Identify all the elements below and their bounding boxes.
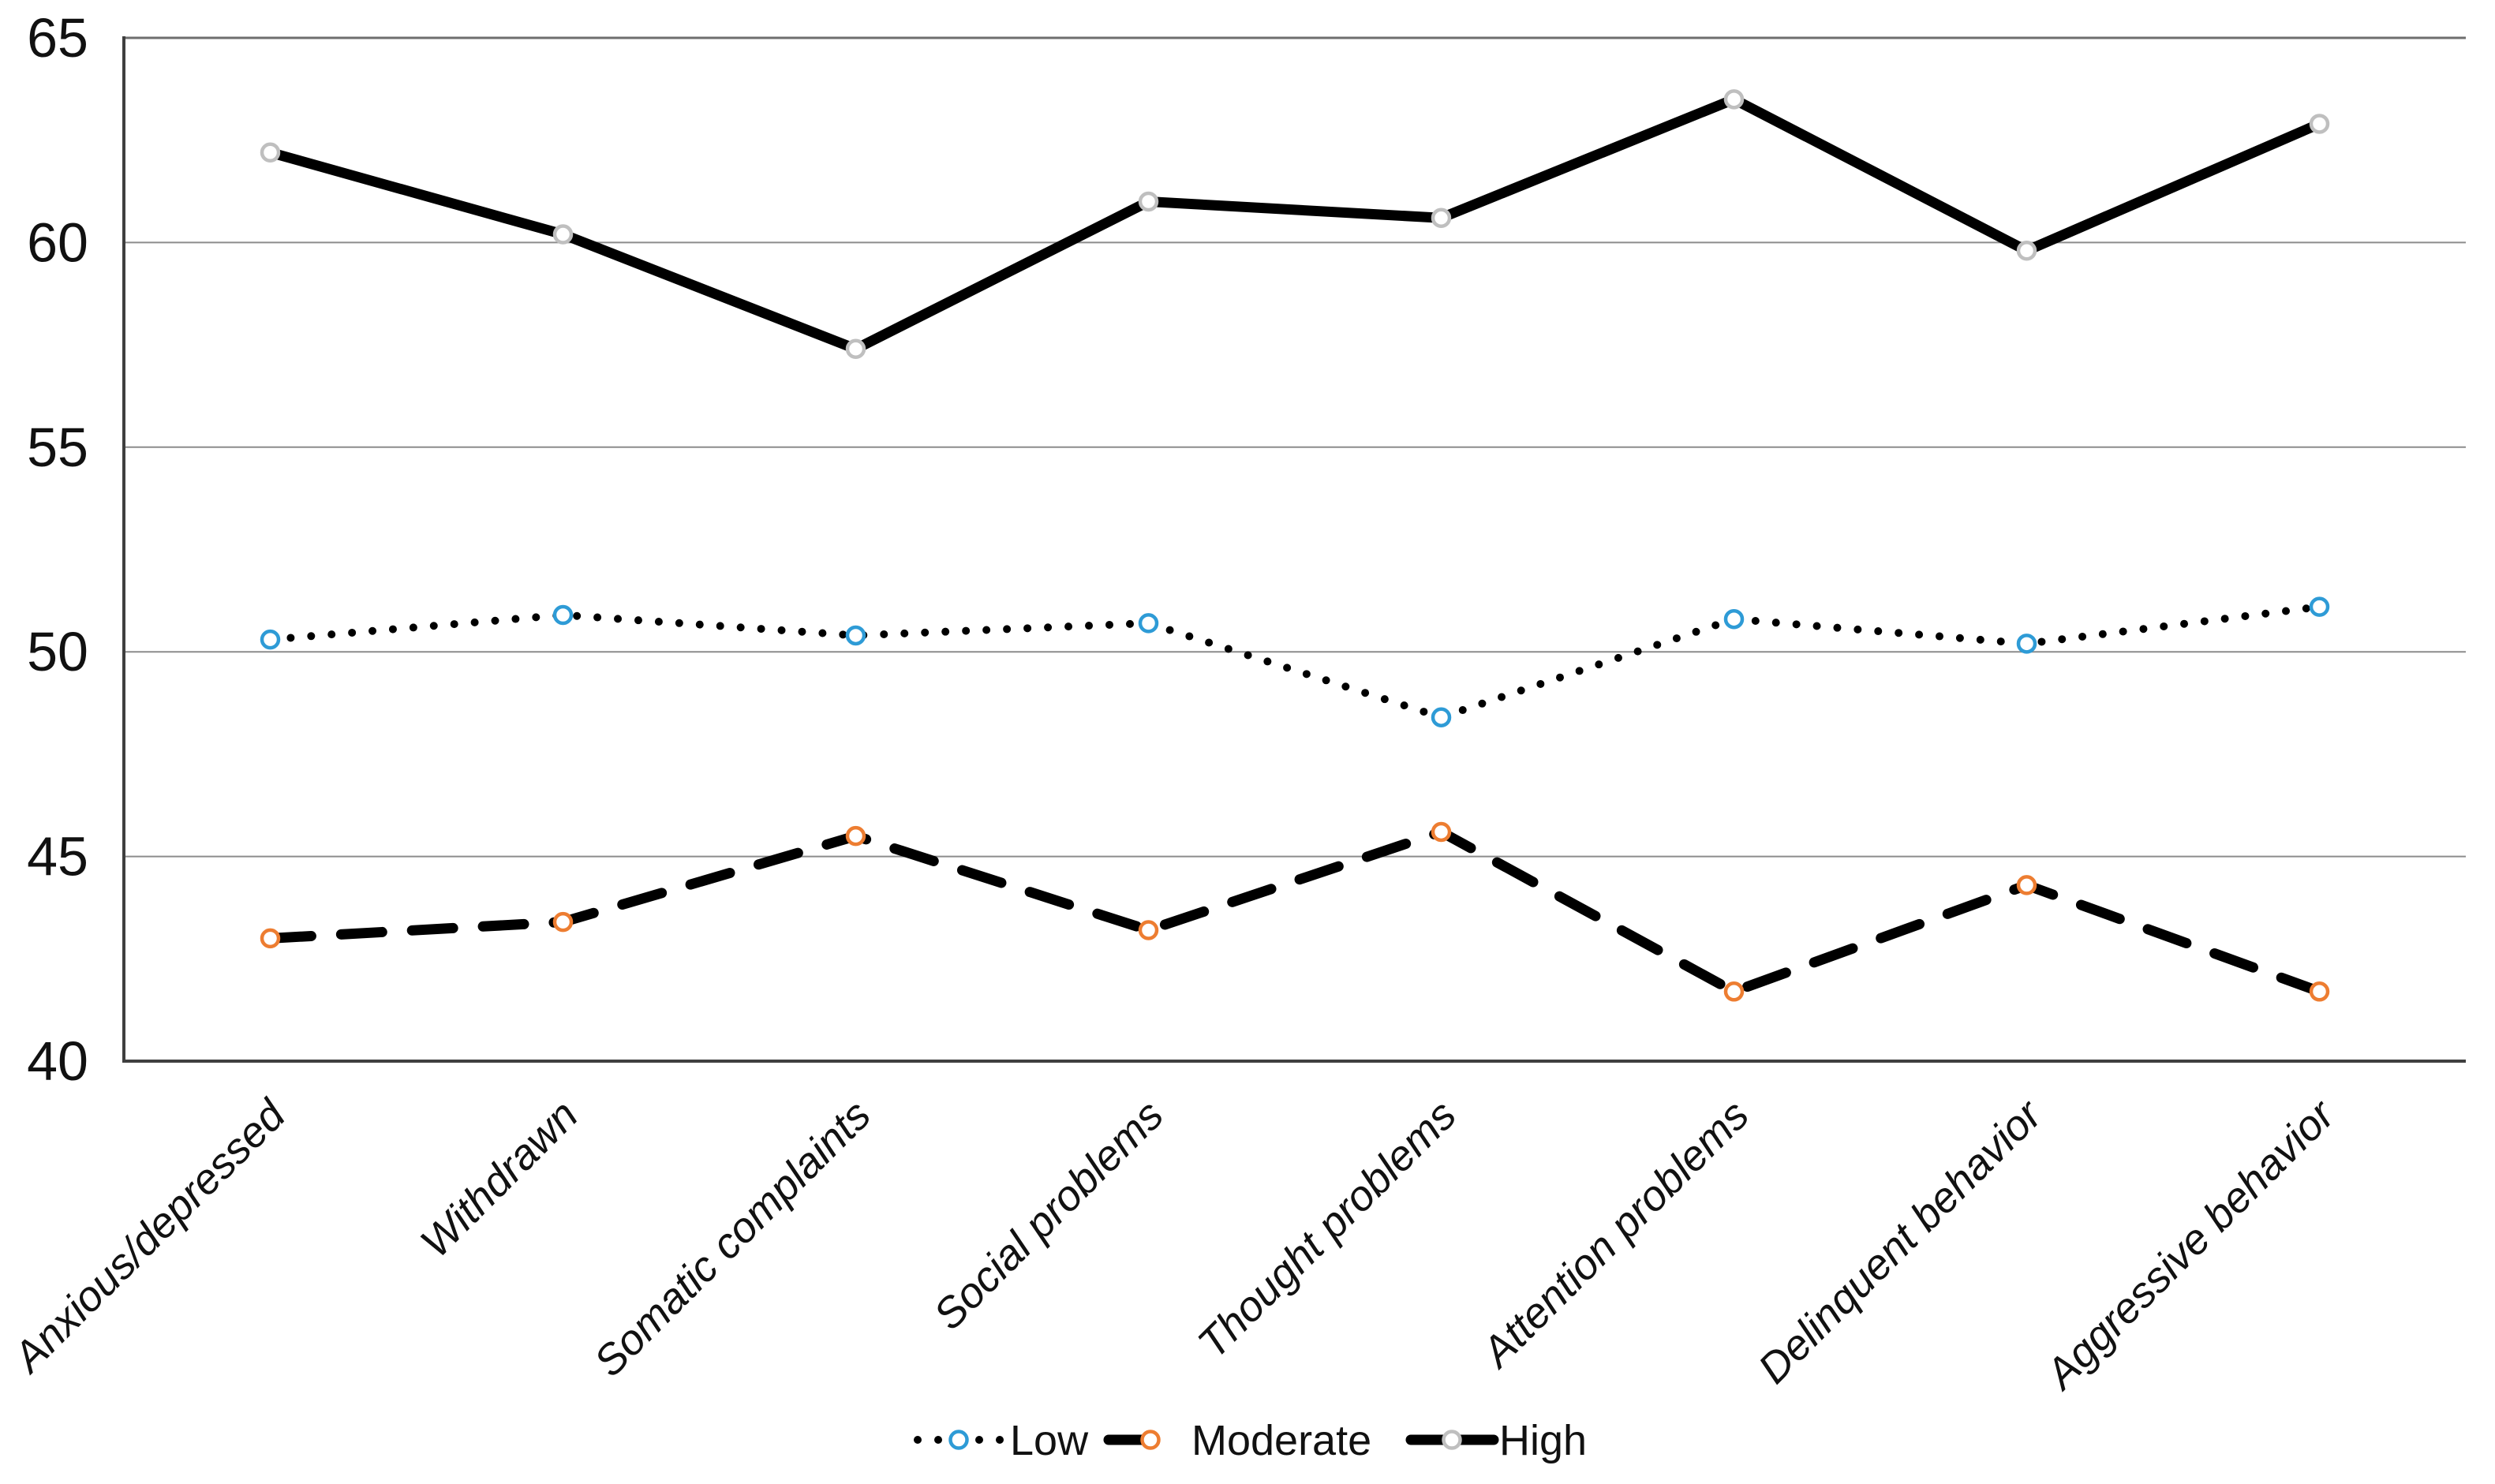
data-point-marker-high — [260, 142, 281, 163]
series-line-high — [265, 94, 2325, 354]
x-category-label: Aggressive behavior — [2035, 1090, 2344, 1400]
data-point-marker-low — [1431, 707, 1452, 727]
x-category-label: Thought problems — [1189, 1091, 1465, 1367]
data-point-marker-high — [1723, 89, 1745, 110]
x-category-label: Withdrawn — [412, 1091, 587, 1266]
y-tick-label: 65 — [27, 7, 88, 69]
data-point-marker-moderate — [845, 825, 866, 847]
data-point-marker-high — [2016, 241, 2037, 261]
legend-label-high: High — [1499, 1417, 1587, 1464]
data-point-marker-low — [1138, 613, 1159, 634]
y-tick-label: 40 — [27, 1030, 88, 1092]
data-point-marker-low — [845, 625, 866, 646]
data-point-marker-moderate — [552, 911, 574, 933]
data-point-marker-low — [2016, 634, 2037, 654]
series-line-low — [266, 603, 2324, 722]
data-point-marker-high — [845, 338, 866, 360]
legend-marker-moderate — [1140, 1430, 1161, 1450]
series-line-moderate — [265, 826, 2325, 997]
data-point-marker-high — [1431, 207, 1452, 229]
legend-marker-low — [948, 1430, 969, 1450]
x-category-label: Somatic complaints — [585, 1091, 880, 1385]
data-point-marker-moderate — [1431, 821, 1452, 843]
data-point-marker-low — [2309, 596, 2330, 617]
data-point-marker-high — [552, 224, 574, 245]
x-category-label: Social problems — [925, 1091, 1173, 1339]
y-tick-label: 60 — [27, 211, 88, 273]
data-point-marker-low — [1723, 608, 1745, 630]
y-tick-label: 55 — [27, 417, 88, 478]
y-tick-label: 45 — [27, 826, 88, 888]
x-category-label: Attention problems — [1472, 1091, 1758, 1377]
data-point-marker-moderate — [1723, 981, 1745, 1002]
data-point-marker-moderate — [2309, 981, 2330, 1002]
x-category-label: Anxious/depressed — [3, 1090, 296, 1383]
data-point-marker-low — [552, 604, 574, 626]
legend-marker-high — [1442, 1430, 1462, 1450]
data-point-marker-moderate — [2016, 875, 2037, 895]
y-tick-label: 50 — [27, 621, 88, 682]
data-point-marker-moderate — [260, 928, 281, 949]
data-point-marker-moderate — [1138, 920, 1159, 940]
legend-label-low: Low — [1010, 1417, 1089, 1464]
data-point-marker-high — [2309, 114, 2330, 134]
legend-label-moderate: Moderate — [1191, 1417, 1371, 1464]
x-category-label: Delinquent behavior — [1749, 1090, 2052, 1392]
data-point-marker-low — [260, 629, 281, 650]
data-point-marker-high — [1138, 191, 1159, 212]
